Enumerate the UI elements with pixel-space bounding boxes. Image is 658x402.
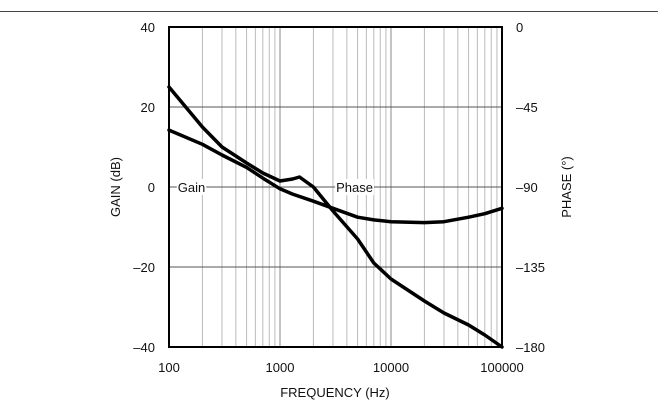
inline-labels: Gain Phase	[176, 179, 374, 195]
x-tick-label: 100	[158, 360, 180, 375]
y-tick-label: 20	[141, 100, 155, 115]
y2-tick-label: –135	[516, 260, 545, 275]
gain-curve	[167, 85, 504, 349]
y-axis-title: GAIN (dB)	[108, 157, 123, 217]
inline-label-gain: Gain	[176, 179, 207, 195]
x-axis-title: FREQUENCY (Hz)	[280, 385, 390, 400]
y2-tick-label: 0	[516, 20, 523, 35]
data-series	[167, 85, 504, 349]
phase-curve	[167, 128, 504, 225]
inline-label-bg	[176, 179, 207, 195]
y-tick-label: –20	[133, 260, 155, 275]
y2-tick-label: –45	[516, 100, 538, 115]
y2-tick-label: –90	[516, 180, 538, 195]
top-rule	[0, 11, 658, 12]
inline-label-text: Gain	[178, 180, 205, 195]
y-tick-label: –40	[133, 340, 155, 355]
inline-label-bg	[335, 179, 374, 195]
x-tick-label: 1000	[266, 360, 295, 375]
inline-label-phase: Phase	[335, 179, 374, 195]
x-tick-label: 100000	[480, 360, 523, 375]
y2-tick-label: –180	[516, 340, 545, 355]
y-tick-label: 40	[141, 20, 155, 35]
x-tick-label: 10000	[373, 360, 409, 375]
y2-axis-title: PHASE (°)	[559, 156, 574, 218]
inline-label-text: Phase	[336, 180, 373, 195]
tick-labels: 100 1000 10000 100000 40 20 0 –20 –40 0 –45 –90 –135…	[133, 20, 545, 375]
y-tick-label: 0	[148, 180, 155, 195]
plot-frame	[168, 26, 503, 348]
